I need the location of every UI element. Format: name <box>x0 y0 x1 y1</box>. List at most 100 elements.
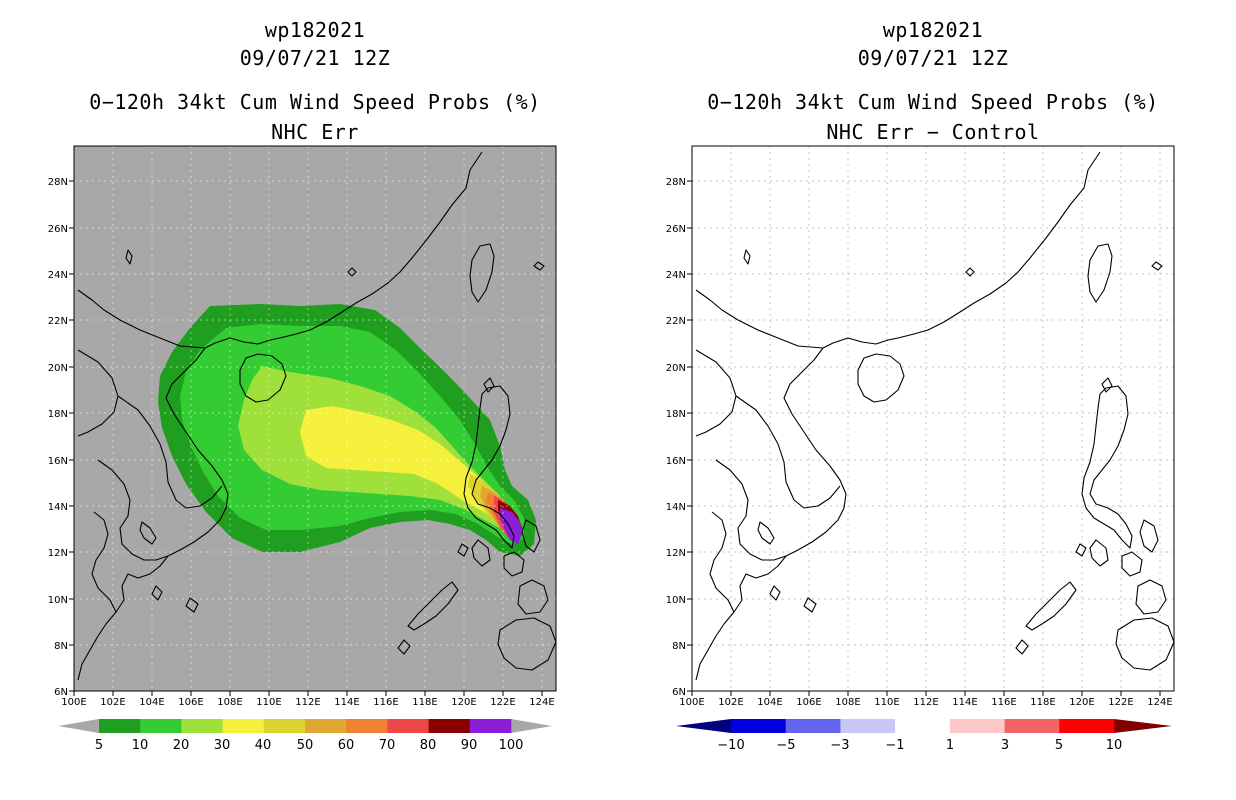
right-lon-label: 110E <box>874 697 899 708</box>
right-colorbar: −10 −5 −3 −1 1 3 5 10 <box>676 719 1172 753</box>
left-lat-label: 8N <box>54 641 68 652</box>
left-title: 0−120h 34kt Cum Wind Speed Probs (%) <box>89 90 541 114</box>
left-lon-label: 120E <box>451 697 476 708</box>
left-grid <box>74 146 556 691</box>
left-colorbar-label: 70 <box>379 738 396 753</box>
left-datetime: 09/07/21 12Z <box>239 46 391 70</box>
right-lat-label: 16N <box>666 456 686 467</box>
right-lon-label: 100E <box>679 697 704 708</box>
left-lon-label: 118E <box>412 697 437 708</box>
right-colorbar-label: −10 <box>717 738 744 753</box>
right-lon-label: 118E <box>1030 697 1055 708</box>
left-lat-label: 20N <box>48 363 68 374</box>
left-colorbar-label: 30 <box>214 738 231 753</box>
left-colorbar-over-triangle <box>511 719 552 733</box>
left-map-panel: 100E 102E 104E 106E 108E 110E 112E 114E … <box>48 145 557 708</box>
right-lon-label: 106E <box>796 697 821 708</box>
left-lat-label: 24N <box>48 270 68 281</box>
right-lon-label: 102E <box>718 697 743 708</box>
right-lon-label: 116E <box>991 697 1016 708</box>
left-colorbar: 5 10 20 30 40 50 60 70 80 90 100 <box>58 719 552 753</box>
right-colorbar-label: 3 <box>1001 738 1009 753</box>
left-colorbar-label: 5 <box>95 738 103 753</box>
left-colorbar-label: 20 <box>173 738 190 753</box>
left-colorbar-label: 60 <box>338 738 355 753</box>
right-map-panel: 100E 102E 104E 106E 108E 110E 112E 114E … <box>666 145 1175 708</box>
left-lat-label: 10N <box>48 595 68 606</box>
right-colorbar-label: −3 <box>830 738 849 753</box>
left-lon-label: 106E <box>178 697 203 708</box>
left-storm-id: wp182021 <box>264 18 366 42</box>
right-lat-label: 12N <box>666 548 686 559</box>
right-lat-label: 18N <box>666 409 686 420</box>
left-lat-label: 6N <box>54 687 68 698</box>
right-colorbar-cell <box>840 719 896 733</box>
left-colorbar-label: 100 <box>499 738 524 753</box>
right-lat-label: 8N <box>672 641 686 652</box>
left-colorbar-cell <box>99 719 141 733</box>
right-grid <box>692 146 1174 691</box>
right-colorbar-cell <box>1004 719 1060 733</box>
left-colorbar-label: 90 <box>461 738 478 753</box>
right-map-background <box>692 146 1174 691</box>
right-storm-id: wp182021 <box>882 18 984 42</box>
right-lat-label: 20N <box>666 363 686 374</box>
right-lon-label: 108E <box>835 697 860 708</box>
left-colorbar-cell <box>181 719 223 733</box>
left-lon-label: 112E <box>295 697 320 708</box>
right-lat-label: 22N <box>666 316 686 327</box>
left-lon-label: 124E <box>529 697 554 708</box>
left-lon-label: 102E <box>100 697 125 708</box>
right-lon-label: 124E <box>1147 697 1172 708</box>
left-lat-label: 28N <box>48 177 68 188</box>
left-map-frame <box>73 145 557 692</box>
left-lat-label: 22N <box>48 316 68 327</box>
right-lon-label: 114E <box>952 697 977 708</box>
right-colorbar-label: 10 <box>1106 738 1123 753</box>
right-lon-label: 122E <box>1108 697 1133 708</box>
right-colorbar-label: 5 <box>1055 738 1063 753</box>
right-lon-label: 112E <box>913 697 938 708</box>
right-colorbar-cell <box>895 719 951 733</box>
right-datetime: 09/07/21 12Z <box>857 46 1009 70</box>
right-colorbar-under-triangle <box>676 719 731 733</box>
left-colorbar-label: 10 <box>132 738 149 753</box>
left-colorbar-label: 50 <box>297 738 314 753</box>
left-lat-label: 12N <box>48 548 68 559</box>
left-colorbar-under-triangle <box>58 719 99 733</box>
left-colorbar-cell <box>263 719 306 733</box>
left-colorbar-cell <box>222 719 265 733</box>
left-colorbar-label: 80 <box>420 738 437 753</box>
left-lat-label: 14N <box>48 502 68 513</box>
left-colorbar-label: 40 <box>255 738 272 753</box>
right-lat-label: 14N <box>666 502 686 513</box>
right-colorbar-label: −1 <box>885 738 904 753</box>
left-colorbar-cell <box>140 719 182 733</box>
right-title: 0−120h 34kt Cum Wind Speed Probs (%) <box>707 90 1159 114</box>
left-lon-label: 108E <box>217 697 242 708</box>
right-colorbar-cell <box>949 719 1005 733</box>
right-lat-label: 26N <box>666 224 686 235</box>
prob-band-90 <box>500 508 522 544</box>
right-colorbar-label: 1 <box>946 738 954 753</box>
right-colorbar-cell <box>731 719 787 733</box>
left-lon-label: 122E <box>490 697 515 708</box>
left-colorbar-cell <box>469 719 512 733</box>
left-subtitle: NHC Err <box>271 120 359 144</box>
right-colorbar-cell <box>1059 719 1115 733</box>
right-subtitle: NHC Err − Control <box>826 120 1040 144</box>
left-colorbar-cell <box>305 719 347 733</box>
right-colorbar-cell <box>785 719 841 733</box>
left-colorbar-cell <box>346 719 388 733</box>
prob-band-30 <box>300 406 510 522</box>
left-lon-label: 110E <box>256 697 281 708</box>
left-lon-label: 100E <box>61 697 86 708</box>
right-lon-label: 120E <box>1069 697 1094 708</box>
right-lat-label: 10N <box>666 595 686 606</box>
left-lon-label: 116E <box>373 697 398 708</box>
right-lat-label: 28N <box>666 177 686 188</box>
left-lon-label: 114E <box>334 697 359 708</box>
right-map-frame <box>691 145 1175 692</box>
right-lat-label: 24N <box>666 270 686 281</box>
